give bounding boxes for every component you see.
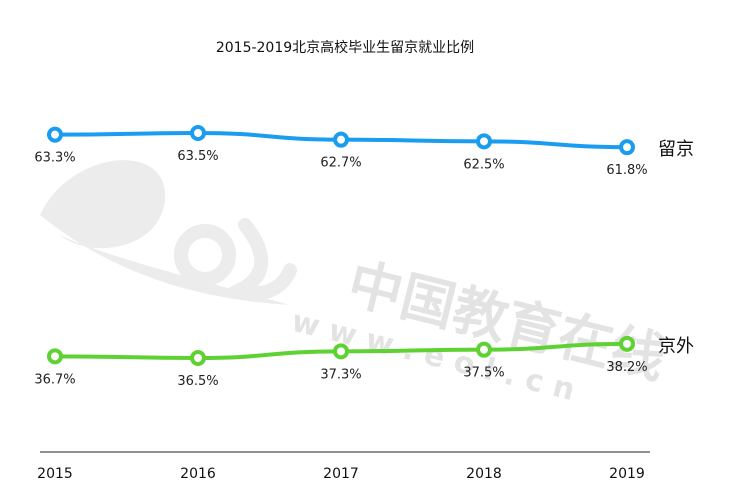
x-tick-label: 2019 xyxy=(609,466,645,482)
data-point xyxy=(190,350,206,366)
series-name: 京外 xyxy=(658,336,694,357)
data-point xyxy=(47,348,63,365)
x-tick-label: 2017 xyxy=(323,466,359,482)
data-label: 62.7% xyxy=(320,156,361,171)
data-point xyxy=(333,131,349,148)
x-tick-label: 2016 xyxy=(180,466,216,482)
label-layer: 63.3% 63.5% 62.7% 62.5% 61.8% 留京 36.7% 36.5% 37.… xyxy=(34,139,694,389)
x-tick-label: 2018 xyxy=(466,466,502,482)
data-point xyxy=(476,133,492,150)
x-tick-layer: 2015 2016 2017 2018 2019 xyxy=(37,466,645,482)
data-label: 36.7% xyxy=(34,372,75,387)
data-label: 36.5% xyxy=(177,374,218,389)
data-label: 61.8% xyxy=(606,163,647,178)
data-label: 37.3% xyxy=(320,367,361,382)
data-point xyxy=(190,125,206,141)
watermark-logo xyxy=(174,224,236,286)
watermark-logo xyxy=(40,160,290,305)
data-label: 62.5% xyxy=(463,157,504,172)
data-point xyxy=(619,335,635,352)
chart-title: 2015-2019北京高校毕业生留京就业比例 xyxy=(216,39,474,56)
data-label: 63.3% xyxy=(34,151,75,166)
data-label: 37.5% xyxy=(463,366,504,381)
x-tick-label: 2015 xyxy=(37,466,73,482)
data-point xyxy=(476,341,492,358)
data-point xyxy=(333,343,349,360)
data-point xyxy=(47,126,63,143)
data-label: 63.5% xyxy=(177,149,218,164)
data-point xyxy=(619,139,635,156)
data-label: 38.2% xyxy=(606,360,647,375)
series-name: 留京 xyxy=(658,139,694,160)
watermark-logo xyxy=(222,218,297,301)
series-layer xyxy=(47,125,635,366)
